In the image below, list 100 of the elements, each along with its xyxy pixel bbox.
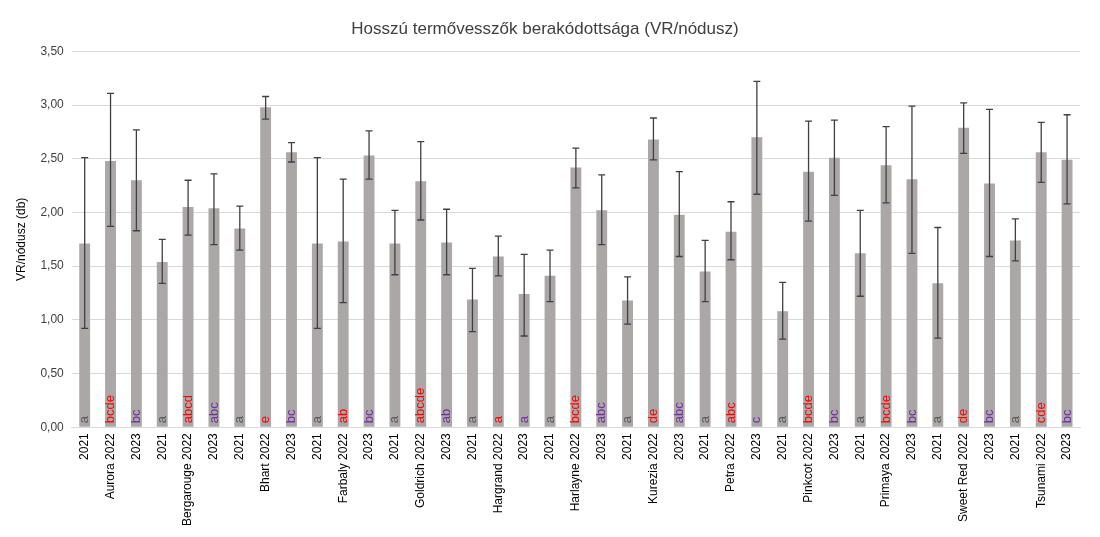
y-tick-label: 2,00 [40,204,65,219]
x-tick-label: 2023 [904,432,919,460]
data-label: c [748,416,764,424]
x-tick-label: Harlayne 2022 [568,432,583,512]
x-tick-label: 2023 [1059,432,1074,460]
bar [415,181,427,427]
x-tick-label: Tsunami 2022 [1033,432,1048,508]
bar [1061,159,1073,427]
data-label: e [257,416,273,424]
x-tick-label: Pinkcot 2022 [800,432,815,503]
bar [467,299,478,427]
x-tick-label: 2021 [775,432,790,460]
bar [518,294,530,427]
bar [1009,240,1021,427]
y-tick-label: 0,50 [40,365,65,380]
bar [389,243,401,427]
x-tick-label: 2021 [930,432,945,460]
bar [441,242,453,427]
data-label: abc [670,401,686,424]
data-label: bc [360,409,376,424]
bar [803,171,814,427]
bar [648,139,659,427]
data-label: abcd [179,395,195,424]
x-tick-label: 2021 [542,432,557,460]
x-tick-label: Bhart 2022 [257,432,272,492]
data-label: bc [825,409,841,424]
data-label: de [955,408,971,424]
bar [1035,152,1047,427]
data-label: de [645,408,661,424]
x-tick-label: Aurora 2022 [102,432,117,500]
x-tick-label: Farbaly 2022 [335,432,350,504]
bar [596,210,608,427]
x-tick-label: 2023 [826,432,841,460]
bar [880,165,892,427]
x-tick-label: Kurezia 2022 [645,432,660,504]
y-tick-label: 1,50 [40,258,65,273]
bar [984,183,995,427]
x-tick-label: 2023 [438,432,453,460]
data-label: bcde [567,395,583,424]
data-label: bc [903,409,919,424]
bar [751,137,763,427]
y-tick-label: 0,00 [40,419,65,434]
data-label: a [464,415,480,424]
chart-title: Hosszú termővesszők berakódottsága (VR/nódusz) [351,18,739,38]
bar [777,311,789,427]
x-tick-label: Goldrich 2022 [413,432,428,508]
data-label: ab [438,408,454,424]
bar [234,228,246,427]
y-tick-label: 3,00 [40,97,65,112]
data-label: abc [205,401,221,424]
x-tick-label: 2021 [387,432,402,460]
bar [337,241,349,427]
bar [130,180,142,427]
bar [622,300,634,427]
data-label: a [153,415,169,424]
bar [673,214,685,427]
data-label: a [76,415,92,424]
x-tick-label: 2023 [671,432,686,460]
data-label: ab [334,408,350,424]
data-label: a [515,415,531,424]
x-tick-label: 2021 [309,432,324,460]
data-label: abc [593,401,609,424]
data-label: bc [981,409,997,424]
bar [260,107,272,427]
data-label: a [541,415,557,424]
data-label: bc [283,409,299,424]
x-tick-label: 2023 [128,432,143,460]
data-label: abcde [412,387,428,424]
data-label: a [851,415,867,424]
data-label: bc [127,409,143,424]
bar [311,243,323,427]
bar [105,160,116,427]
bar [570,167,582,427]
x-tick-label: Petra 2022 [723,432,738,492]
bar [932,283,944,427]
x-tick-label: Bergarouge 2022 [180,432,195,527]
x-tick-label: 2021 [154,432,169,460]
x-tick-label: 2021 [464,432,479,460]
data-label: bcde [877,395,893,424]
bar [492,256,504,427]
bar [182,207,194,427]
x-tick-label: 2023 [594,432,609,460]
y-tick-label: 1,00 [40,312,65,327]
x-tick-label: 2021 [1007,432,1022,460]
data-label: bc [1058,409,1074,424]
x-tick-label: 2023 [206,432,221,460]
bar [156,261,168,427]
y-tick-label: 2,50 [40,151,65,166]
bar [286,152,297,427]
data-label: a [619,415,635,424]
bar [958,127,970,427]
data-label: a [696,415,712,424]
bar [699,271,711,427]
x-tick-label: Sweet Red 2022 [955,432,970,522]
bar [79,243,91,427]
x-tick-label: 2023 [749,432,764,460]
x-tick-label: 2023 [361,432,376,460]
x-tick-label: 2021 [76,432,91,460]
x-tick-label: 2021 [697,432,712,460]
data-label: a [231,415,247,424]
